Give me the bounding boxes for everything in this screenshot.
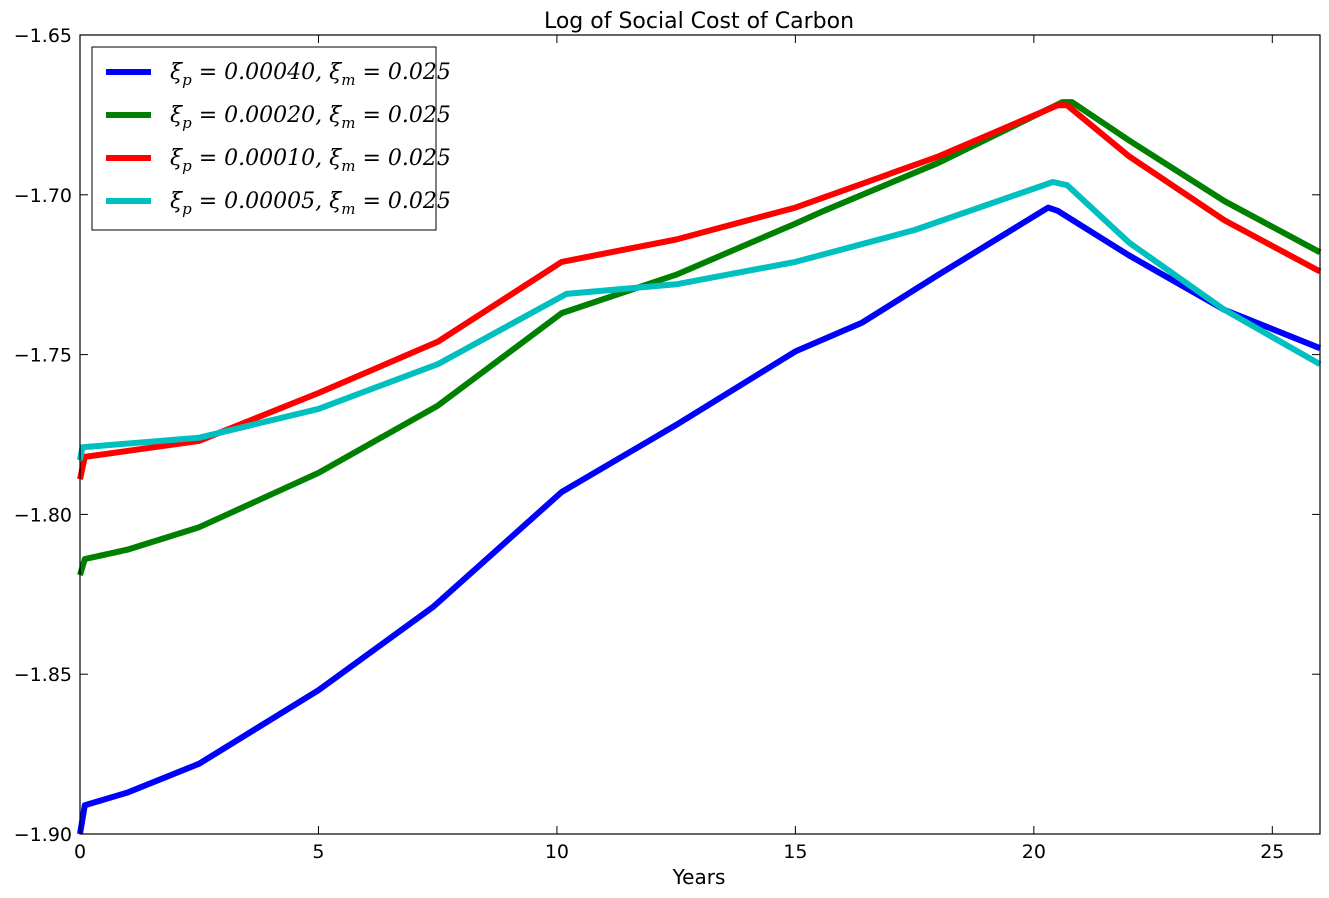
x-tick-label: 0 (74, 841, 86, 863)
x-tick-label: 15 (783, 841, 807, 863)
y-tick-label: −1.90 (14, 824, 72, 846)
chart-title: Log of Social Cost of Carbon (544, 9, 854, 34)
series-line-1 (77, 204, 1322, 835)
x-axis-ticks: 0 5 10 15 20 25 (74, 35, 1284, 863)
series-lines (77, 99, 1322, 835)
legend: ξp = 0.00040, ξm = 0.025 ξp = 0.00020, ξm… (91, 46, 451, 231)
y-tick-label: −1.65 (14, 25, 72, 47)
legend-label-1: ξp = 0.00040, ξm = 0.025 (170, 60, 451, 89)
y-tick-label: −1.70 (14, 185, 72, 207)
x-tick-label: 5 (312, 841, 324, 863)
x-tick-label: 20 (1022, 841, 1046, 863)
y-axis-ticks: −1.90 −1.85 −1.80 −1.75 −1.70 −1.65 (14, 25, 1320, 846)
y-tick-label: −1.85 (14, 664, 72, 686)
x-tick-label: 25 (1260, 841, 1284, 863)
legend-label-4: ξp = 0.00005, ξm = 0.025 (170, 189, 451, 218)
plot-area-frame (79, 34, 1321, 835)
y-tick-label: −1.80 (14, 504, 72, 526)
series-line-4 (77, 179, 1322, 461)
series-line-2 (77, 99, 1322, 576)
legend-label-3: ξp = 0.00010, ξm = 0.025 (170, 146, 451, 175)
legend-label-2: ξp = 0.00020, ξm = 0.025 (170, 103, 451, 132)
x-tick-label: 10 (545, 841, 569, 863)
x-axis-label: Years (672, 865, 726, 889)
y-tick-label: −1.75 (14, 345, 72, 367)
